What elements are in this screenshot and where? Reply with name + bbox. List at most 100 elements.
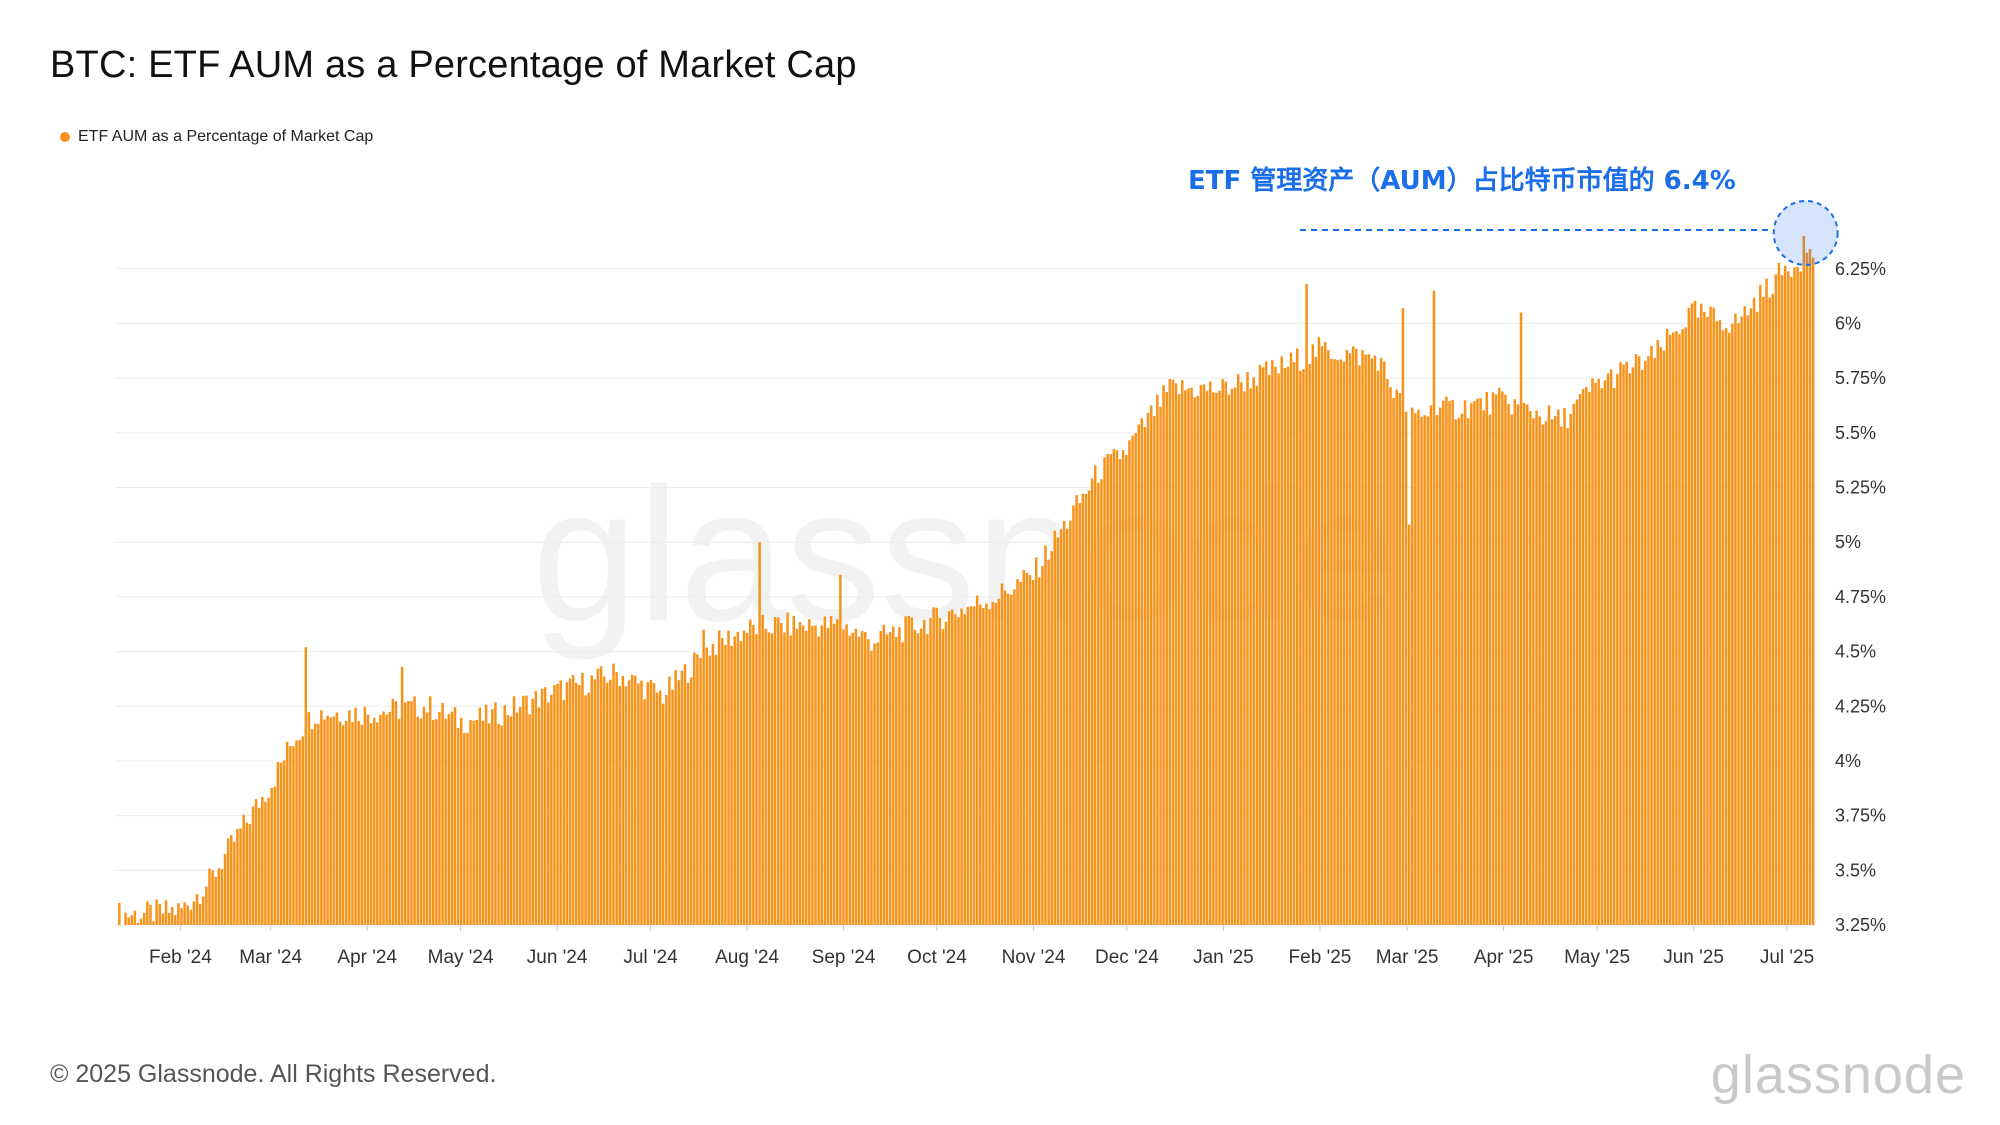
bar xyxy=(1218,390,1221,925)
bar xyxy=(832,623,836,925)
bar xyxy=(742,630,746,925)
bar xyxy=(1277,373,1280,925)
bar xyxy=(394,701,398,925)
bar xyxy=(780,622,783,925)
bar xyxy=(1240,382,1243,925)
bar xyxy=(829,616,833,925)
bar xyxy=(574,682,578,925)
bar xyxy=(593,679,597,925)
bar xyxy=(444,718,447,925)
bar xyxy=(711,644,715,925)
bar xyxy=(1600,388,1604,925)
bar xyxy=(951,609,954,925)
bar xyxy=(851,632,855,925)
bar xyxy=(599,666,603,925)
bar xyxy=(1426,416,1430,925)
x-tick-label: Nov '24 xyxy=(1002,947,1066,968)
bar xyxy=(1103,457,1106,925)
x-tick-label: Jul '25 xyxy=(1760,947,1814,968)
bar xyxy=(587,692,590,925)
bar xyxy=(811,625,814,925)
bar xyxy=(1389,387,1392,925)
bar xyxy=(699,657,702,925)
bar xyxy=(1578,394,1582,925)
bar xyxy=(1305,284,1308,925)
bar xyxy=(978,604,982,925)
x-tick-label: Feb '25 xyxy=(1289,947,1352,968)
highlight-circle xyxy=(1772,199,1839,266)
bar xyxy=(1395,389,1398,925)
bar xyxy=(960,608,963,925)
x-tick-label: Jun '25 xyxy=(1663,947,1724,968)
bar xyxy=(717,630,721,925)
bar xyxy=(1358,365,1361,925)
bar xyxy=(1544,421,1548,925)
bar xyxy=(1420,416,1423,925)
bar xyxy=(1156,394,1159,925)
bar xyxy=(1320,346,1324,925)
bar xyxy=(139,918,143,925)
bar xyxy=(161,913,165,925)
bar xyxy=(317,723,320,925)
bar xyxy=(351,721,354,925)
bar xyxy=(1181,380,1184,925)
bar xyxy=(363,706,367,925)
bar xyxy=(677,680,681,925)
bar xyxy=(863,631,867,925)
bar xyxy=(1681,329,1684,925)
bar xyxy=(1230,388,1234,925)
bar xyxy=(301,736,304,925)
bar xyxy=(245,822,249,925)
bar xyxy=(407,700,410,925)
bar xyxy=(1215,392,1218,925)
bar xyxy=(938,617,942,925)
bar xyxy=(1790,277,1793,925)
bar xyxy=(739,641,743,925)
bar xyxy=(1619,362,1622,925)
bar xyxy=(640,680,643,925)
bar xyxy=(497,723,500,925)
bar xyxy=(341,725,345,925)
legend[interactable]: ETF AUM as a Percentage of Market Cap xyxy=(60,128,373,146)
bar xyxy=(792,615,796,925)
bar xyxy=(1612,387,1616,925)
bar xyxy=(1550,419,1554,925)
bar xyxy=(1348,353,1352,926)
bar xyxy=(537,707,541,925)
bar xyxy=(304,647,308,925)
bar xyxy=(425,712,429,925)
bar xyxy=(463,732,466,925)
bar xyxy=(410,701,413,925)
bar xyxy=(1755,311,1759,925)
bar xyxy=(149,904,152,925)
y-tick-label: 3.25% xyxy=(1835,915,1886,935)
bar xyxy=(1616,374,1619,926)
bar xyxy=(1423,415,1426,925)
bar xyxy=(1224,381,1228,926)
bar xyxy=(261,796,264,925)
bar xyxy=(1519,312,1523,925)
bar xyxy=(1131,435,1134,925)
bar xyxy=(155,899,158,925)
bar xyxy=(1709,306,1712,925)
bar xyxy=(1759,284,1762,925)
y-tick-label: 4% xyxy=(1835,751,1861,771)
bar xyxy=(242,814,245,925)
bar xyxy=(702,629,705,925)
bar xyxy=(988,609,991,925)
bar xyxy=(1112,448,1116,925)
bar xyxy=(217,868,221,925)
chart-title: BTC: ETF AUM as a Percentage of Market C… xyxy=(50,44,857,86)
bar xyxy=(1606,373,1610,925)
bar xyxy=(590,675,594,925)
bar xyxy=(546,702,550,925)
bar xyxy=(1498,387,1501,926)
bar xyxy=(220,868,224,925)
bar xyxy=(1793,267,1796,926)
bar xyxy=(1771,293,1774,926)
bar xyxy=(1404,411,1408,925)
bar xyxy=(1233,387,1237,925)
bar xyxy=(683,664,687,925)
bar xyxy=(1125,454,1128,925)
